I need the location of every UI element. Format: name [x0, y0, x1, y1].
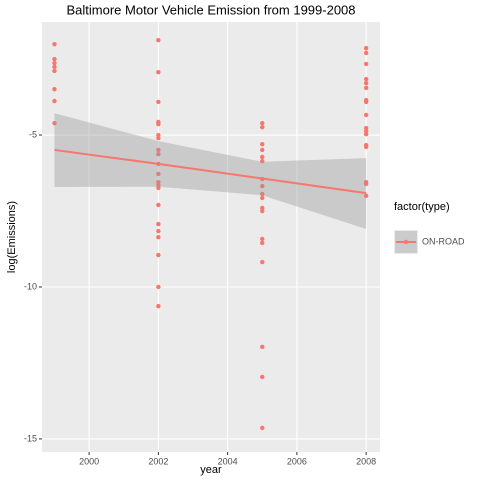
point — [363, 99, 369, 105]
point — [260, 195, 265, 201]
panel — [42, 22, 380, 452]
point — [260, 208, 265, 214]
chart-title: Baltimore Motor Vehicle Emission from 19… — [66, 2, 355, 17]
legend-label: ON-ROAD — [422, 236, 465, 246]
point — [260, 259, 265, 265]
point — [52, 64, 57, 70]
y-tick-label: -10 — [24, 281, 37, 291]
point — [156, 182, 161, 188]
point — [260, 344, 265, 350]
point — [156, 252, 161, 258]
point — [156, 147, 161, 153]
x-tick-label: 2006 — [287, 456, 307, 466]
y-tick-label: -5 — [29, 129, 37, 139]
point — [363, 181, 369, 187]
point — [363, 80, 369, 86]
point — [260, 374, 265, 380]
point — [156, 135, 161, 141]
x-tick-label: 2004 — [218, 456, 238, 466]
point — [52, 60, 57, 66]
point — [156, 121, 161, 127]
point — [363, 144, 369, 150]
point — [52, 68, 57, 74]
y-tick-label: -15 — [24, 433, 37, 443]
point — [156, 303, 161, 309]
point — [260, 191, 265, 197]
point — [156, 284, 161, 290]
legend-title: factor(type) — [394, 201, 450, 213]
point — [156, 202, 161, 208]
x-axis-label: year — [200, 464, 222, 476]
point — [260, 120, 265, 126]
point — [52, 56, 57, 62]
point — [156, 185, 161, 191]
point — [260, 141, 265, 147]
point — [52, 98, 57, 104]
point — [156, 132, 161, 138]
point — [156, 99, 161, 105]
point — [260, 158, 265, 164]
x-tick-label: 2002 — [148, 456, 168, 466]
x-tick-label: 2000 — [79, 456, 99, 466]
point — [52, 41, 57, 47]
point — [260, 154, 265, 160]
point — [52, 86, 57, 92]
point — [363, 125, 369, 131]
point — [363, 193, 369, 199]
point — [363, 76, 369, 82]
point — [156, 171, 161, 177]
legend-point — [403, 239, 409, 245]
point — [156, 228, 161, 234]
point — [156, 69, 161, 75]
point — [156, 151, 161, 157]
point — [260, 147, 265, 153]
point — [363, 131, 369, 137]
point — [363, 50, 369, 56]
point — [363, 61, 369, 67]
point — [260, 236, 265, 242]
y-axis-label: log(Emissions) — [6, 201, 18, 273]
x-tick-label: 2008 — [356, 456, 376, 466]
point — [260, 240, 265, 246]
point — [363, 128, 369, 134]
point — [52, 120, 57, 126]
point — [260, 205, 265, 211]
point — [363, 112, 369, 118]
point — [156, 221, 161, 227]
point — [260, 183, 265, 189]
point — [260, 425, 265, 431]
point — [260, 124, 265, 130]
point — [156, 38, 161, 43]
point — [363, 45, 369, 51]
point — [363, 85, 369, 91]
point — [156, 234, 161, 240]
fit-line — [54, 148, 367, 195]
